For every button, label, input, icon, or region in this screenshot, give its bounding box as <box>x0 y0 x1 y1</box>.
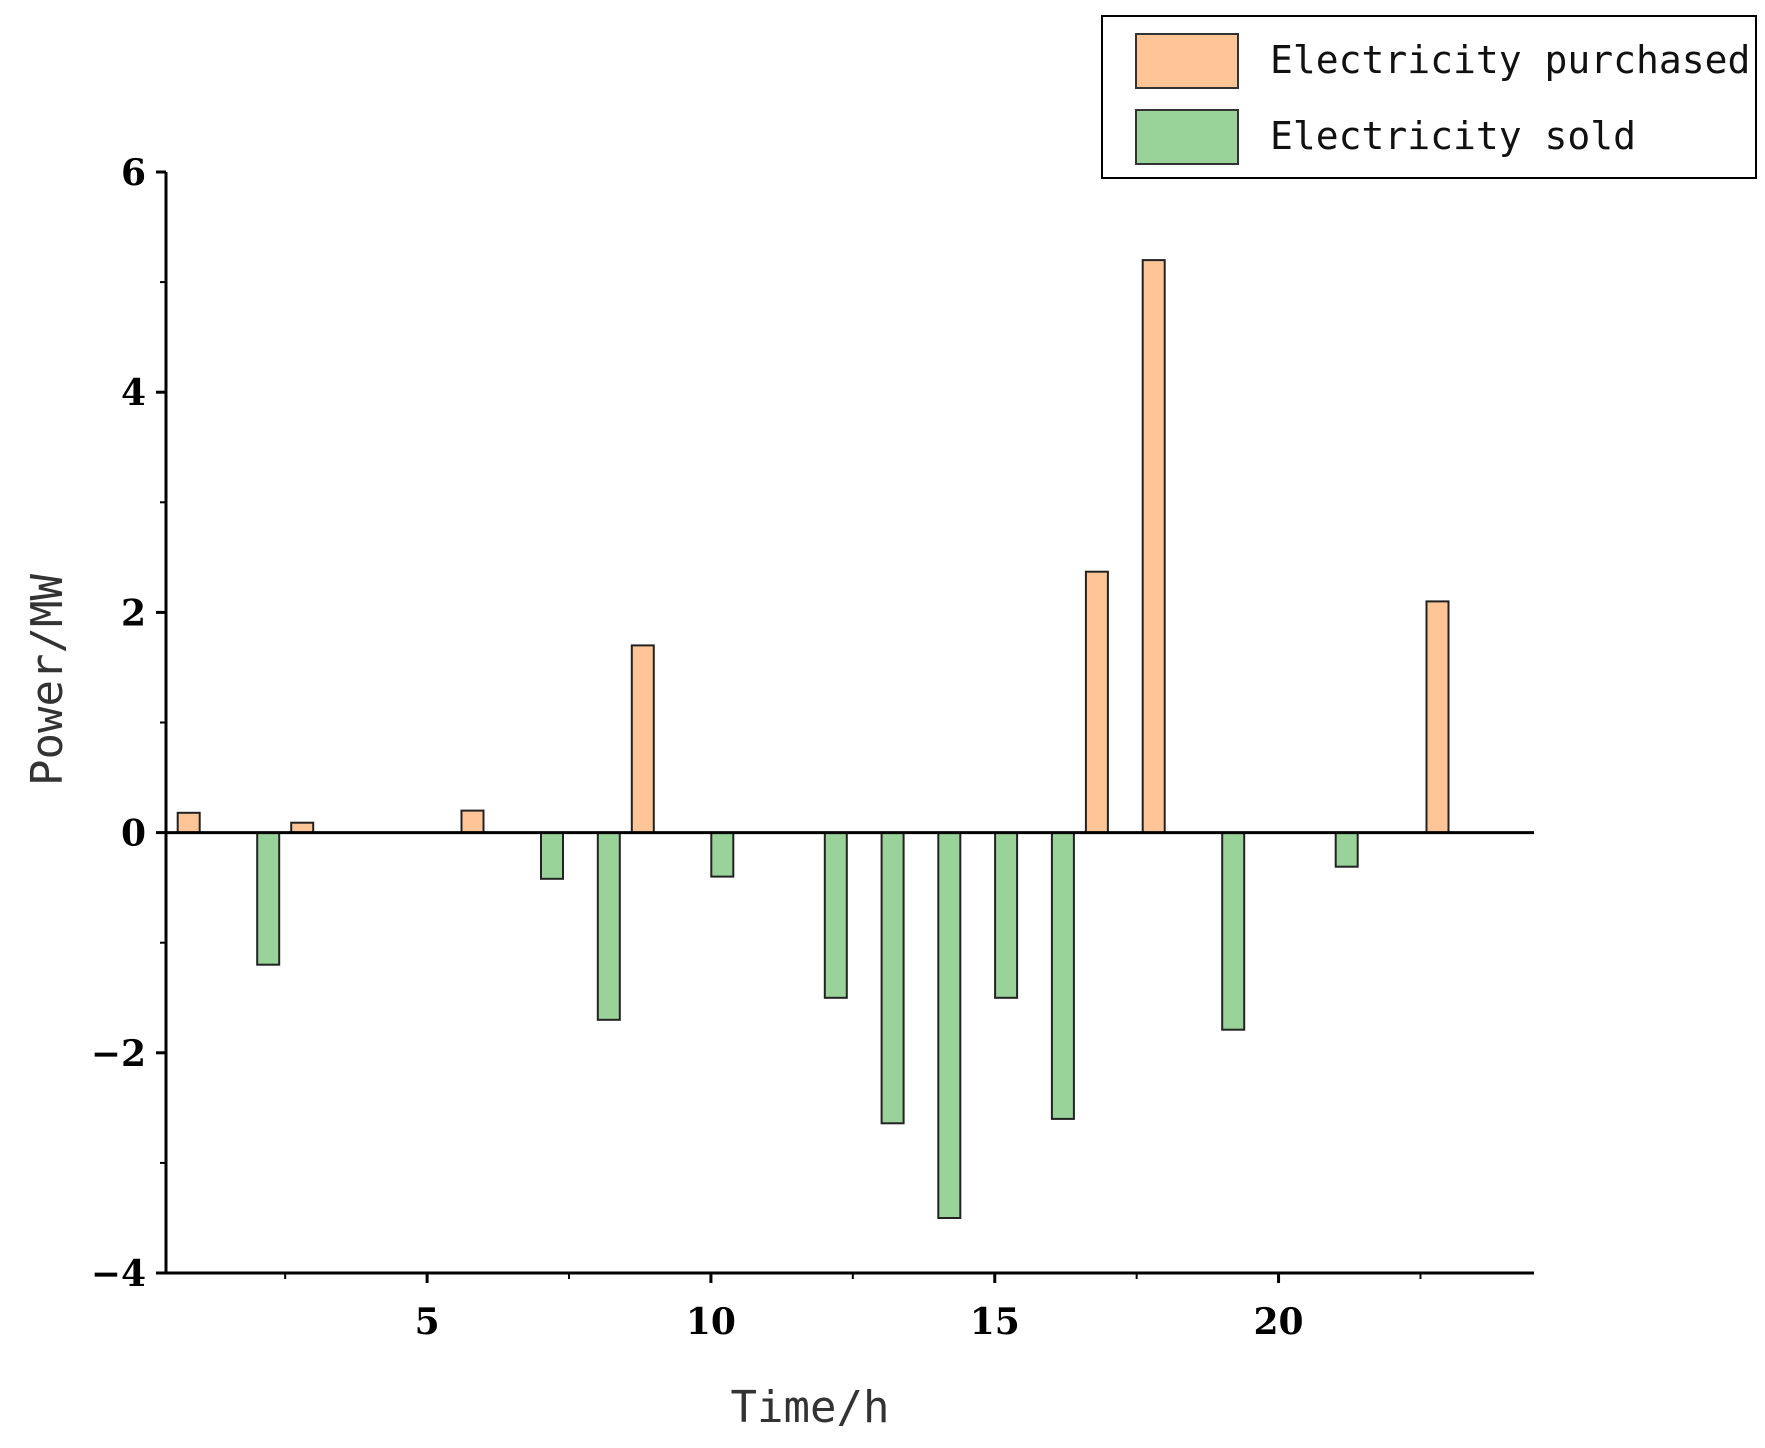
bar-sold-1 <box>540 831 564 880</box>
y-tick-label: −2 <box>91 1033 146 1075</box>
bar-sold-3 <box>710 831 735 878</box>
bar-sold-6 <box>937 831 962 1219</box>
bar-sold-5 <box>880 831 905 1125</box>
x-tick-label: 10 <box>686 1301 736 1343</box>
axes <box>164 172 1534 1275</box>
y-tick-label: 2 <box>121 592 146 634</box>
legend-swatch-sold <box>1135 109 1239 165</box>
bar-sold-4 <box>823 831 848 999</box>
bars <box>176 259 1450 1219</box>
bar-sold-8 <box>1050 831 1075 1120</box>
ticks: −4 −2 0 2 4 6 5 10 15 20 <box>91 152 1422 1343</box>
x-tick-label: 15 <box>970 1301 1020 1343</box>
x-axis-title: Time/h <box>731 1382 890 1433</box>
bar-purchased-4 <box>1084 570 1109 834</box>
y-tick-label: 0 <box>121 813 146 855</box>
bar-sold-0 <box>256 831 281 966</box>
bar-purchased-5 <box>1141 259 1166 834</box>
y-axis-title: Power/MW <box>22 574 73 786</box>
legend-label-sold: Electricity sold <box>1270 114 1636 158</box>
legend: Electricity purchased Electricity sold <box>1101 15 1757 179</box>
y-tick-label: 6 <box>121 152 146 194</box>
bar-purchased-3 <box>630 644 655 834</box>
x-tick-label: 20 <box>1254 1301 1304 1343</box>
bar-sold-10 <box>1334 831 1359 868</box>
bar-purchased-6 <box>1425 600 1450 834</box>
bar-sold-9 <box>1221 831 1246 1031</box>
x-tick-label: 5 <box>415 1301 440 1343</box>
bar-sold-2 <box>596 831 621 1021</box>
bar-purchased-2 <box>460 809 485 834</box>
legend-swatch-purchased <box>1135 33 1239 89</box>
bar-purchased-0 <box>176 811 201 834</box>
legend-label-purchased: Electricity purchased <box>1270 38 1750 82</box>
bar-sold-7 <box>994 831 1019 999</box>
y-tick-label: −4 <box>91 1253 146 1295</box>
y-tick-label: 4 <box>121 372 146 414</box>
